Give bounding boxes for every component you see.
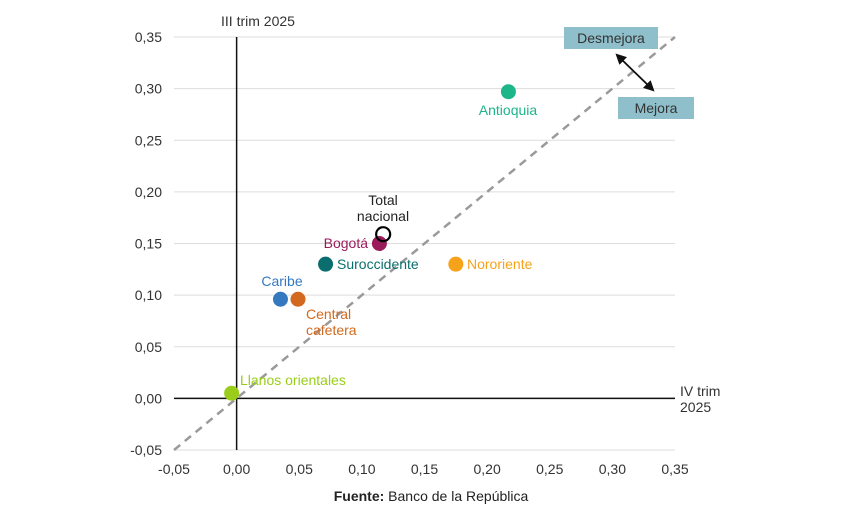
label-nororiente: Nororiente (467, 256, 533, 272)
x-tick-label: -0,05 (158, 461, 190, 477)
x-tick-label: 0,10 (348, 461, 375, 477)
double-arrow-icon (615, 53, 655, 92)
point-central-cafetera (290, 291, 306, 307)
point-caribe (272, 291, 288, 307)
y-tick-label: 0,30 (135, 81, 162, 97)
y-tick-label: -0,05 (130, 442, 162, 458)
y-tick-label: 0,00 (135, 390, 162, 406)
desmejora-box (564, 27, 658, 49)
y-tick-labels: 0,35 0,30 0,25 0,20 0,15 0,10 0,05 0,00 -0,05 (130, 29, 162, 458)
source-note: Fuente: Banco de la República (0, 488, 862, 504)
data-points (224, 84, 516, 401)
point-nororiente (448, 256, 464, 272)
y-axis-title: III trim 2025 (221, 13, 295, 29)
x-axis-title-line2: 2025 (680, 399, 711, 415)
x-tick-label: 0,25 (536, 461, 563, 477)
point-bogota (371, 236, 387, 251)
label-total-line1: Total (368, 192, 398, 208)
y-tick-label: 0,20 (135, 184, 162, 200)
label-central-line2: cafetera (306, 322, 357, 338)
y-tick-label: 0,10 (135, 287, 162, 303)
source-prefix: Fuente: (333, 488, 385, 504)
x-tick-label: 0,30 (599, 461, 626, 477)
label-total-line2: nacional (357, 208, 409, 224)
x-tick-label: 0,15 (411, 461, 438, 477)
y-tick-label: 0,25 (135, 132, 162, 148)
x-tick-label: 0,20 (474, 461, 501, 477)
point-total-nacional (375, 226, 392, 243)
mejora-box (618, 97, 694, 119)
mejora-label: Mejora (635, 100, 678, 116)
x-tick-label: 0,05 (286, 461, 313, 477)
source-text: Banco de la República (384, 488, 529, 504)
label-antioquia: Antioquia (479, 102, 538, 118)
label-central-line1: Central (306, 306, 351, 322)
x-tick-label: 0,35 (661, 461, 688, 477)
desmejora-label: Desmejora (577, 30, 645, 46)
point-suroccidente (318, 256, 334, 272)
label-llanos: Llanos orientales (240, 372, 346, 388)
y-tick-label: 0,35 (135, 29, 162, 45)
point-llanos-orientales (224, 385, 240, 401)
point-antioquia (500, 84, 516, 100)
label-caribe: Caribe (261, 273, 302, 289)
y-tick-label: 0,05 (135, 339, 162, 355)
y-tick-label: 0,15 (135, 236, 162, 252)
x-tick-label: 0,00 (223, 461, 250, 477)
x-axis-title-line1: IV trim (680, 383, 720, 399)
reference-45-line (173, 36, 676, 451)
x-tick-labels: -0,05 0,00 0,05 0,10 0,15 0,20 0,25 0,30 0,35 (158, 461, 689, 477)
label-bogota: Bogotá (324, 235, 369, 251)
label-suroccidente: Suroccidente (337, 256, 419, 272)
